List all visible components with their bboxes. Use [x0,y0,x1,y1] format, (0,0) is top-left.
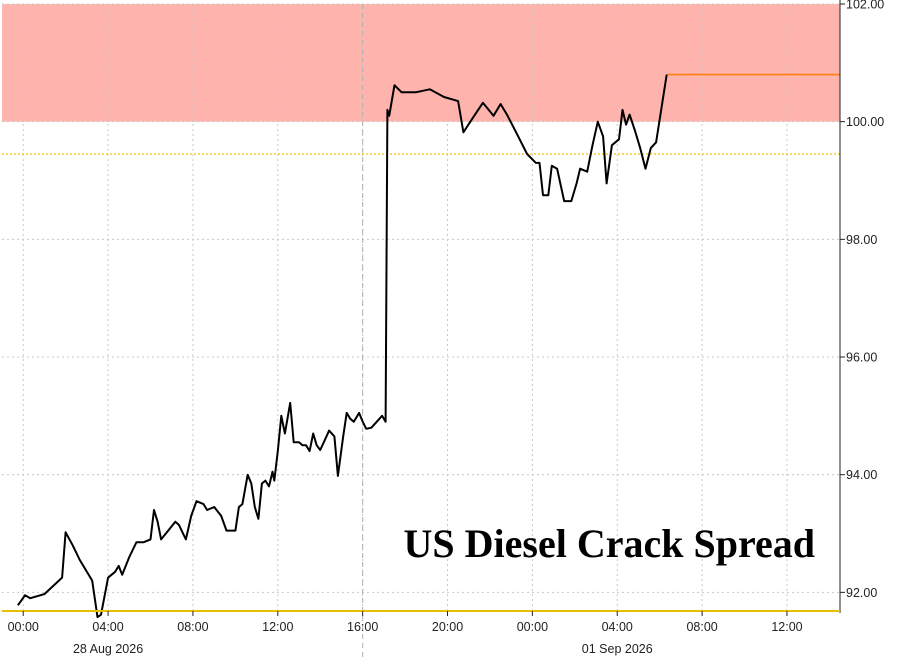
chart-axes [2,0,845,616]
y-tick-label: 92.00 [846,586,877,600]
x-tick-label: 00:00 [8,620,39,634]
chart-reference-lines [2,73,840,155]
price-line [17,74,668,619]
chart-gridlines [2,3,840,660]
x-tick-label: 20:00 [432,620,463,634]
date-label: 01 Sep 2026 [582,642,653,656]
x-tick-label: 12:00 [262,620,293,634]
x-tick-label: 08:00 [686,620,717,634]
x-tick-label: 00:00 [517,620,548,634]
date-label: 28 Aug 2026 [73,642,143,656]
y-tick-label: 94.00 [846,468,877,482]
x-tick-label: 08:00 [177,620,208,634]
chart-title: US Diesel Crack Spread [404,521,815,566]
y-tick-label: 96.00 [846,351,877,365]
y-tick-label: 100.00 [846,115,884,129]
y-tick-label: 102.00 [846,0,884,12]
x-tick-label: 12:00 [771,620,802,634]
y-tick-label: 98.00 [846,233,877,247]
shaded-band [2,4,840,122]
x-tick-label: 04:00 [92,620,123,634]
chart-tick-labels: 92.00 94.00 96.00 98.00 100.00 102.00 00:00 04:… [8,0,885,656]
x-tick-label: 04:00 [602,620,633,634]
x-tick-label: 16:00 [347,620,378,634]
chart-series [17,74,668,619]
chart-bands [2,4,840,122]
